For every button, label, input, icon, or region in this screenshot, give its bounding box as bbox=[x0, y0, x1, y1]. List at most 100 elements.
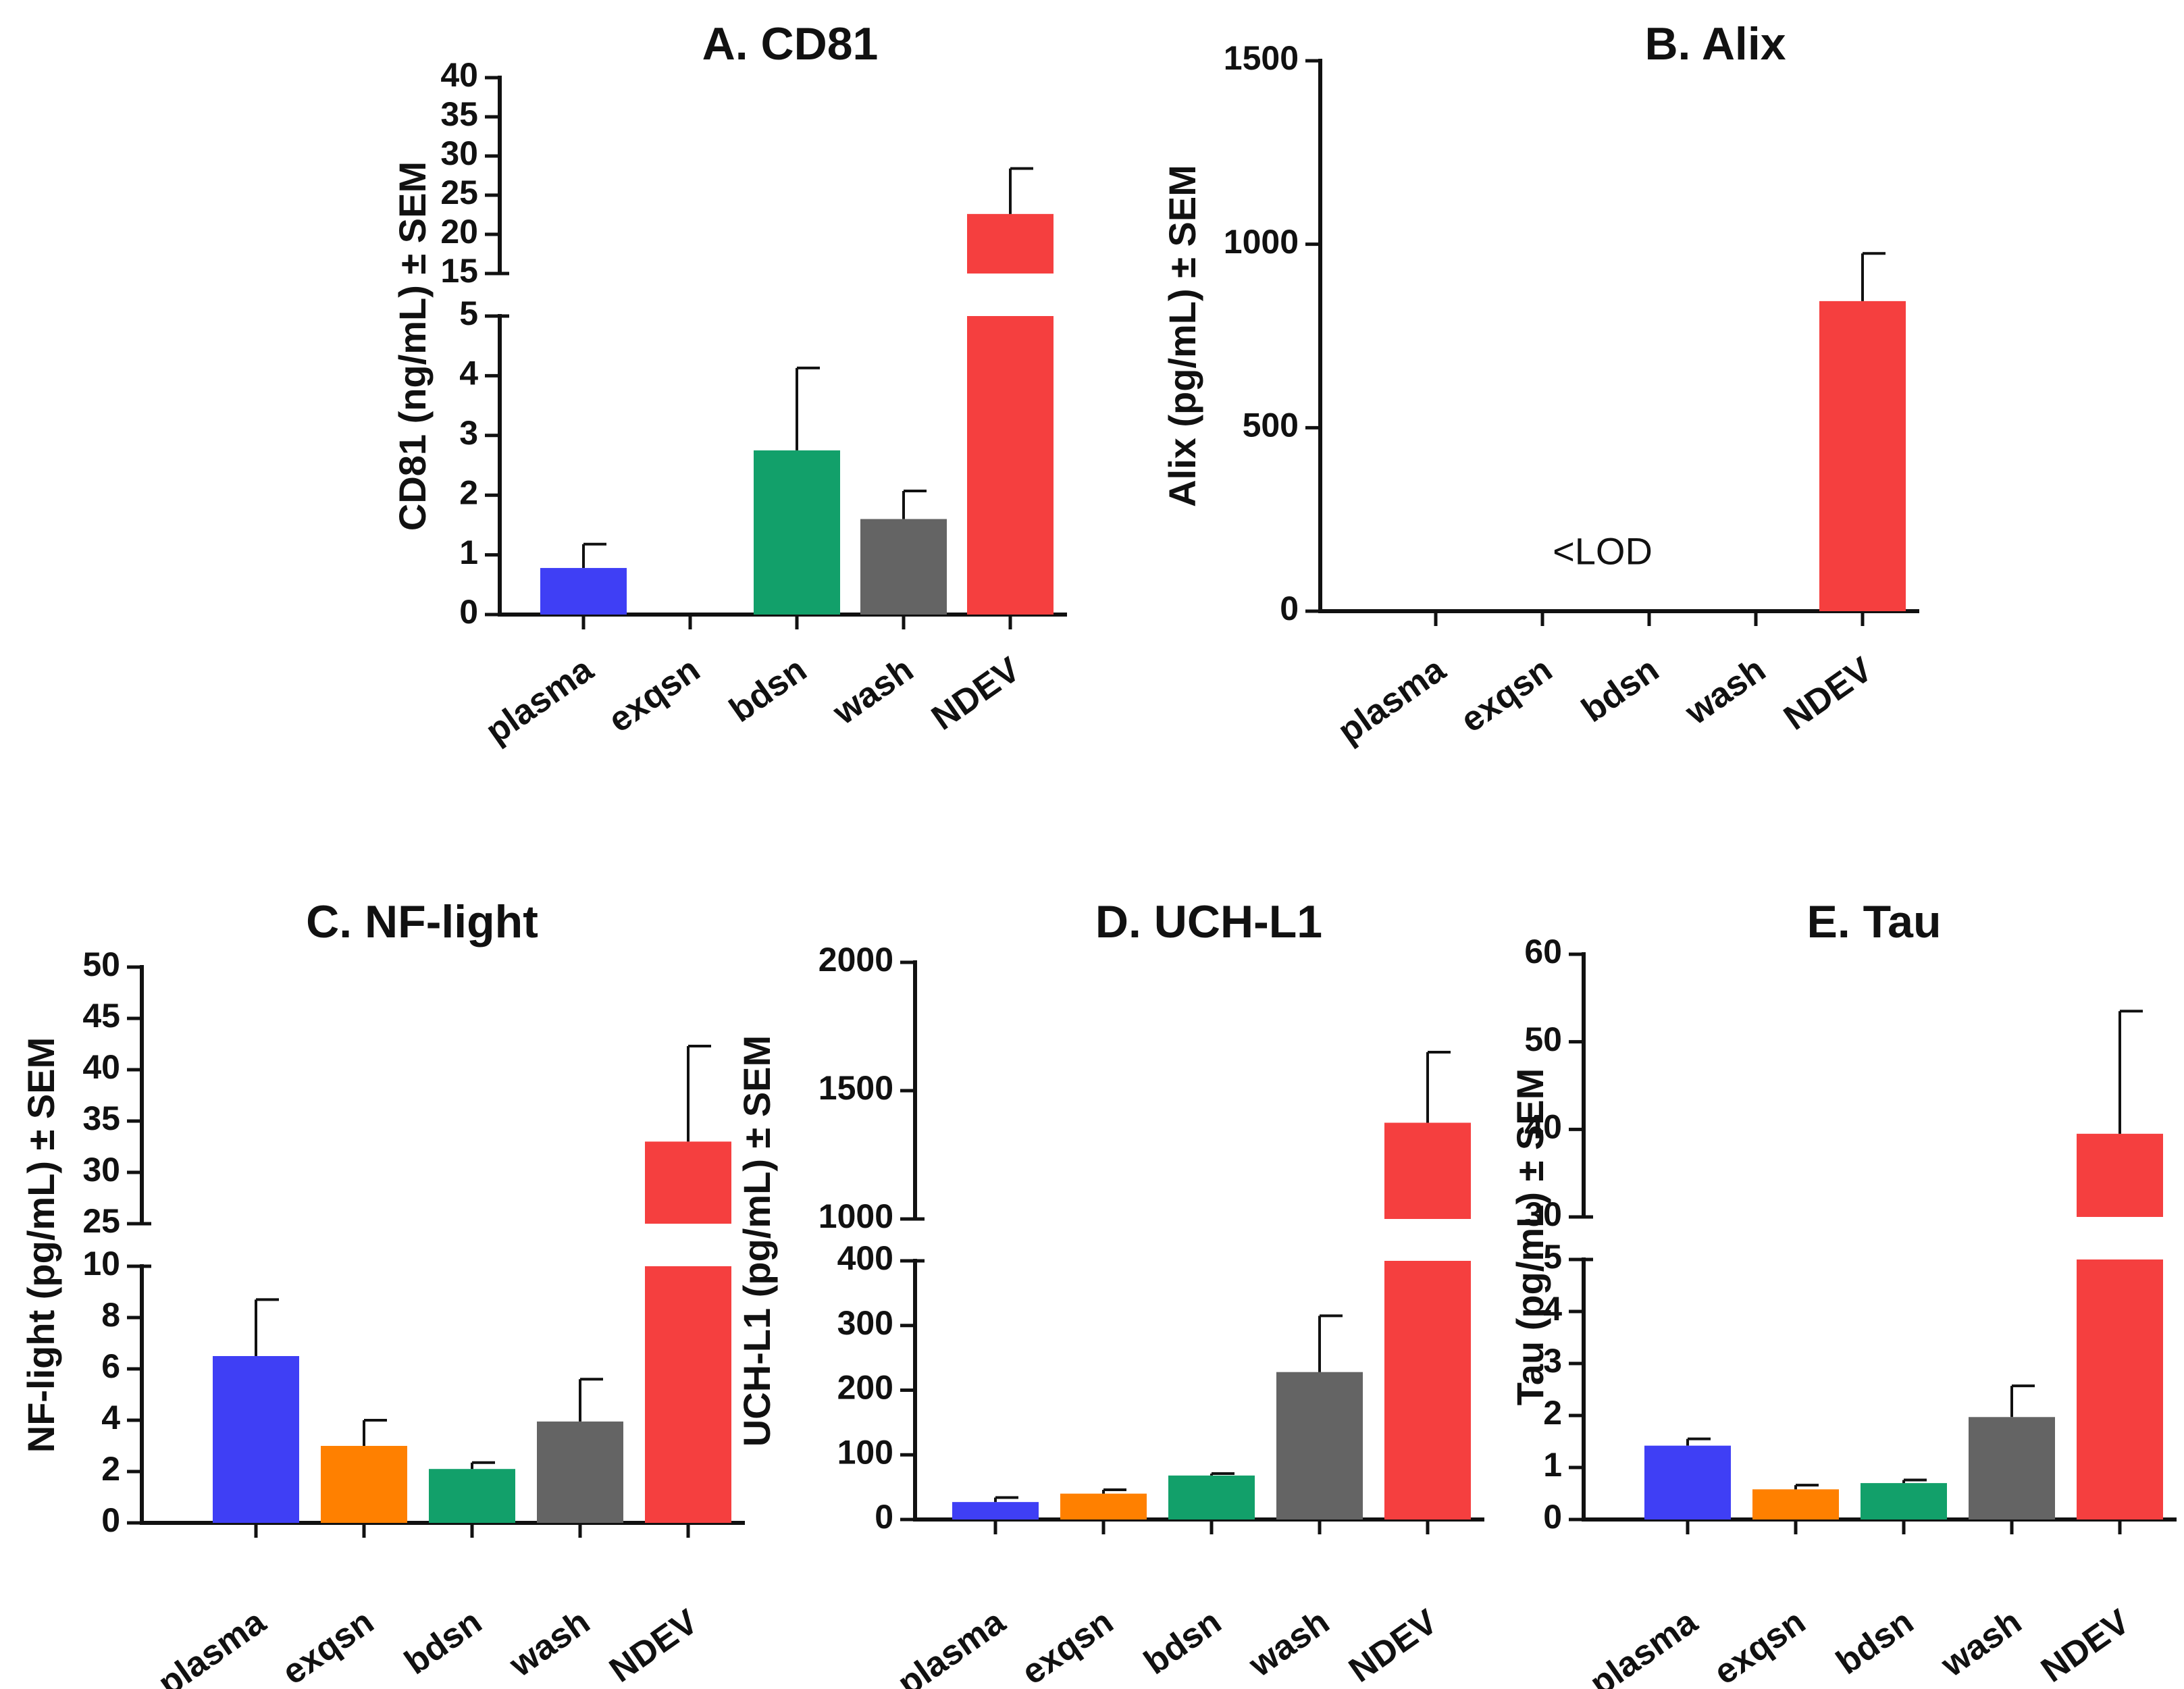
x-tick-label-ndev: NDEV bbox=[925, 650, 1027, 738]
x-tick-label-exqsn: exqsn bbox=[601, 650, 706, 740]
x-tick-label-exqsn: exqsn bbox=[1453, 650, 1559, 740]
x-tick-label-bdsn: bdsn bbox=[398, 1602, 489, 1682]
panel-title: D. UCH-L1 bbox=[1095, 896, 1322, 947]
y-tick-label: 2000 bbox=[818, 941, 893, 979]
y-tick-label: 5 bbox=[1543, 1238, 1562, 1276]
y-tick-label: 50 bbox=[82, 945, 120, 983]
x-tick-label-bdsn: bdsn bbox=[1829, 1602, 1921, 1682]
y-tick-label: 500 bbox=[1243, 407, 1299, 444]
bar-ndev bbox=[2077, 1259, 2163, 1519]
y-tick-label: 8 bbox=[101, 1296, 120, 1334]
y-tick-label: 30 bbox=[440, 134, 478, 172]
y-tick-label: 400 bbox=[837, 1239, 893, 1277]
y-tick-label: 35 bbox=[82, 1099, 120, 1137]
y-tick-label: 45 bbox=[82, 997, 120, 1035]
error-bar-ndev bbox=[1861, 252, 1886, 301]
y-tick-label: 0 bbox=[459, 593, 478, 631]
error-bar-wash bbox=[1318, 1314, 1343, 1372]
bar-exqsn bbox=[321, 1446, 407, 1523]
x-tick-label-bdsn: bdsn bbox=[723, 650, 814, 730]
annotation-lod: <LOD bbox=[1553, 530, 1653, 573]
error-bar-plasma bbox=[582, 542, 606, 569]
x-tick-label-wash: wash bbox=[825, 650, 920, 733]
bar-plasma bbox=[952, 1502, 1039, 1519]
bar-ndev-upper bbox=[967, 213, 1054, 274]
bar-plasma bbox=[213, 1356, 299, 1523]
x-tick-label-exqsn: exqsn bbox=[1014, 1602, 1120, 1689]
x-tick-label-exqsn: exqsn bbox=[1707, 1602, 1812, 1689]
y-tick-label: 100 bbox=[837, 1433, 893, 1471]
y-tick-label: 2 bbox=[101, 1450, 120, 1488]
y-axis-label: Alix (pg/mL) ± SEM bbox=[1161, 165, 1203, 507]
y-tick-label: 5 bbox=[459, 294, 478, 332]
y-tick-label: 30 bbox=[82, 1151, 120, 1189]
panel-title: A. CD81 bbox=[702, 18, 879, 70]
y-tick-label: 0 bbox=[1543, 1498, 1562, 1536]
bar-bdsn bbox=[429, 1469, 515, 1523]
y-tick-label: 40 bbox=[82, 1048, 120, 1086]
y-axis-label: UCH-L1 (pg/mL) ± SEM bbox=[735, 1035, 778, 1447]
y-tick-label: 20 bbox=[440, 213, 478, 251]
error-bar-bdsn bbox=[1210, 1472, 1234, 1476]
bar-bdsn bbox=[754, 450, 840, 615]
error-bar-plasma bbox=[1686, 1437, 1711, 1446]
bar-plasma bbox=[540, 568, 627, 615]
bar-wash bbox=[1276, 1372, 1363, 1519]
error-bar-wash bbox=[2010, 1384, 2035, 1418]
y-axis-label: NF-light (pg/mL) ± SEM bbox=[20, 1037, 62, 1453]
y-tick-label: 3 bbox=[1543, 1342, 1562, 1380]
x-tick-label-ndev: NDEV bbox=[2034, 1602, 2137, 1689]
y-tick-label: 50 bbox=[1524, 1020, 1562, 1058]
bar-bdsn bbox=[1861, 1483, 1947, 1519]
y-tick-label: 4 bbox=[459, 355, 478, 392]
y-tick-label: 0 bbox=[875, 1498, 893, 1536]
x-tick-label-exqsn: exqsn bbox=[275, 1602, 380, 1689]
x-tick-label-wash: wash bbox=[1933, 1602, 2029, 1685]
bar-ndev bbox=[1384, 1261, 1471, 1519]
y-tick-label: 0 bbox=[101, 1501, 120, 1539]
y-tick-label: 1000 bbox=[1224, 223, 1299, 261]
bar-ndev-upper bbox=[2077, 1133, 2163, 1217]
y-tick-label: 4 bbox=[101, 1399, 120, 1436]
y-tick-label: 1000 bbox=[818, 1197, 893, 1235]
y-tick-label: 30 bbox=[1524, 1195, 1562, 1233]
x-tick-label-bdsn: bdsn bbox=[1137, 1602, 1228, 1682]
x-tick-label-plasma: plasma bbox=[1331, 650, 1453, 752]
error-bar-bdsn bbox=[471, 1461, 495, 1470]
error-bar-exqsn bbox=[363, 1419, 387, 1446]
x-tick-label-plasma: plasma bbox=[891, 1602, 1013, 1689]
y-tick-label: 40 bbox=[440, 56, 478, 94]
bar-wash bbox=[860, 519, 947, 615]
y-tick-label: 60 bbox=[1524, 933, 1562, 970]
panel-cd81: A. CD81 CD81 (ng/mL) ± SEM 0 1 2 3 4 5 152025303… bbox=[391, 18, 1067, 752]
y-axis-label: CD81 (ng/mL) ± SEM bbox=[391, 161, 434, 531]
bar-bdsn bbox=[1168, 1475, 1255, 1519]
x-tick-label-plasma: plasma bbox=[151, 1602, 274, 1689]
x-tick-label-ndev: NDEV bbox=[1777, 650, 1879, 738]
bar-ndev bbox=[645, 1266, 731, 1523]
y-tick-label: 35 bbox=[440, 95, 478, 133]
y-tick-label: 1 bbox=[1543, 1446, 1562, 1484]
y-tick-label: 200 bbox=[837, 1369, 893, 1407]
panel-title: C. NF-light bbox=[306, 896, 538, 947]
x-tick-label-wash: wash bbox=[1678, 650, 1773, 733]
bar-exqsn bbox=[1060, 1493, 1147, 1519]
y-tick-label: 1500 bbox=[818, 1069, 893, 1107]
panel-title: E. Tau bbox=[1807, 896, 1942, 947]
bar-wash bbox=[537, 1421, 623, 1523]
bar-ndev bbox=[967, 316, 1054, 615]
error-bar-ndev bbox=[687, 1045, 711, 1142]
y-tick-label: 0 bbox=[1280, 590, 1299, 627]
y-tick-label: 1500 bbox=[1224, 39, 1299, 77]
error-bar-ndev bbox=[1009, 167, 1033, 214]
panel-title: B. Alix bbox=[1644, 18, 1786, 70]
bar-ndev-upper bbox=[1384, 1122, 1471, 1219]
x-tick-label-ndev: NDEV bbox=[1342, 1602, 1445, 1689]
y-tick-label: 2 bbox=[1543, 1394, 1562, 1432]
x-tick-label-ndev: NDEV bbox=[602, 1602, 705, 1689]
y-tick-label: 25 bbox=[82, 1202, 120, 1240]
y-tick-label: 10 bbox=[82, 1245, 120, 1282]
y-tick-label: 300 bbox=[837, 1304, 893, 1342]
error-bar-plasma bbox=[994, 1496, 1018, 1503]
